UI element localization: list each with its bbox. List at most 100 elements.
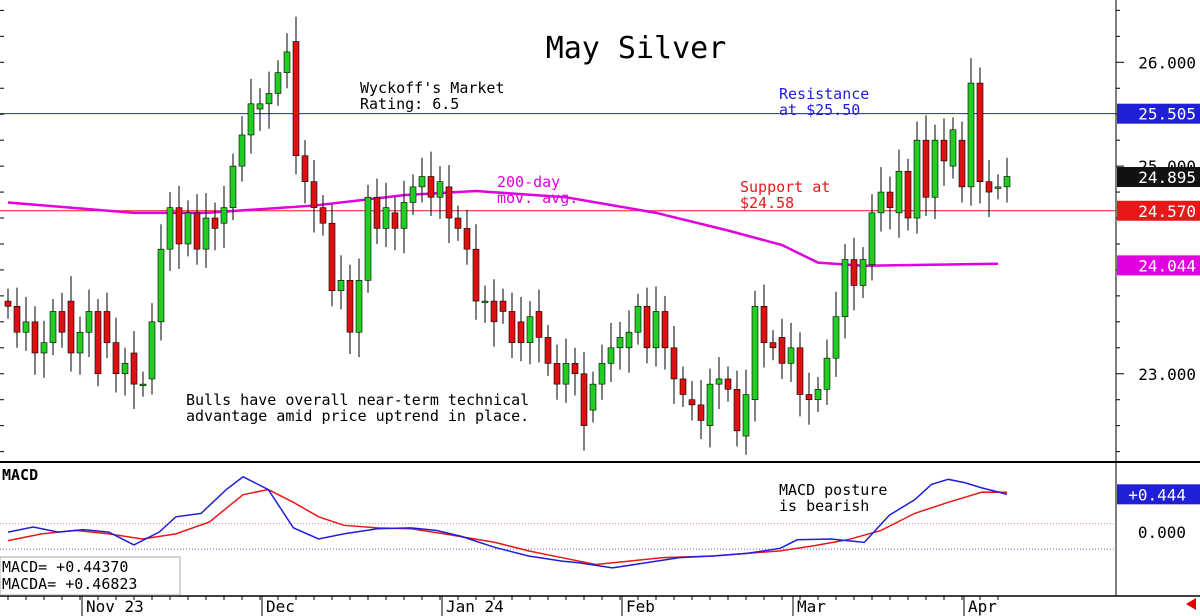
macd-title: MACD — [2, 466, 38, 484]
candle-down — [940, 139, 948, 162]
candle-up — [652, 311, 660, 349]
bulls-line1: Bulls have overall near-term technical — [186, 391, 529, 409]
candle-up — [913, 139, 921, 219]
candle-down — [679, 378, 687, 395]
candle-up — [274, 72, 282, 94]
candle-up — [355, 280, 363, 333]
candle-up — [229, 165, 237, 208]
candle-down — [517, 321, 525, 343]
candle-up — [85, 311, 93, 333]
candle-up — [715, 378, 723, 385]
candle-up — [436, 181, 444, 198]
candle-up — [139, 383, 147, 386]
support-tag-label: 24.570 — [1138, 202, 1196, 221]
candle-down — [544, 337, 552, 364]
wyckoff-line2: Rating: 6.5 — [360, 95, 459, 113]
candle-down — [670, 347, 678, 380]
candle-up — [634, 305, 642, 333]
candle-up — [859, 259, 867, 286]
candle-down — [130, 352, 138, 385]
candle-up — [283, 51, 291, 73]
candle-down — [733, 389, 741, 432]
candle-down — [508, 311, 516, 343]
candle-down — [805, 394, 813, 401]
resistance-line2: at $25.50 — [779, 101, 860, 119]
candle-up — [589, 383, 597, 411]
candle-down — [976, 82, 984, 182]
candle-up — [598, 363, 606, 385]
candle-down — [850, 259, 858, 286]
candle-up — [40, 342, 48, 354]
candle-down — [112, 342, 120, 375]
candle-down — [328, 222, 336, 291]
candle-down — [301, 155, 309, 182]
bulls-line2: advantage amid price uptrend in place. — [186, 407, 529, 425]
candle-down — [58, 311, 66, 333]
macda-readout: MACDA= +0.46823 — [2, 575, 137, 593]
candle-up — [841, 259, 849, 317]
candle-up — [481, 300, 489, 303]
candle-up — [418, 176, 426, 188]
candle-down — [463, 228, 471, 250]
y-tick-label: 23.000 — [1138, 365, 1196, 384]
candle-up — [823, 357, 831, 390]
resistance-tag-label: 25.505 — [1138, 105, 1196, 124]
candle-down — [319, 207, 327, 224]
candle-down — [661, 311, 669, 349]
candle-down — [643, 305, 651, 349]
candle-down — [535, 311, 543, 338]
candle-down — [4, 300, 12, 307]
candle-up — [877, 191, 885, 214]
candle-down — [724, 378, 732, 390]
candle-down — [31, 321, 39, 354]
arrow-left-icon[interactable] — [1186, 598, 1196, 610]
candle-up — [931, 139, 939, 198]
candle-down — [688, 399, 696, 406]
candle-down — [391, 212, 399, 229]
x-tick-label: Apr — [968, 597, 997, 616]
candle-down — [571, 363, 579, 375]
candle-up — [967, 82, 975, 188]
candle-up — [166, 207, 174, 250]
candle-up — [220, 207, 228, 224]
candle-up — [22, 321, 30, 333]
last-price-tag-label: 24.895 — [1138, 168, 1196, 187]
candle-up — [382, 207, 390, 229]
price-pane — [0, 0, 1200, 597]
candle-up — [949, 129, 957, 167]
candle-up — [994, 186, 1002, 189]
price-levels — [0, 113, 1116, 212]
candle-down — [958, 139, 966, 188]
candle-down — [13, 305, 21, 333]
x-tick-label: Mar — [797, 597, 826, 616]
candle-up — [787, 347, 795, 364]
candle-down — [94, 311, 102, 375]
x-tick-label: Nov 23 — [86, 597, 144, 616]
candle-up — [868, 212, 876, 266]
candle-down — [211, 217, 219, 229]
candle-down — [427, 176, 435, 198]
candle-down — [769, 342, 777, 349]
candle-up — [526, 316, 534, 343]
candle-down — [580, 373, 588, 426]
candle-up — [49, 311, 57, 343]
candle-up — [607, 347, 615, 364]
candle-up — [148, 321, 156, 380]
candle-down — [985, 181, 993, 193]
macd-readout: MACD= +0.44370 — [2, 558, 128, 576]
candle-down — [103, 311, 111, 343]
price-axis: 26.00025.00023.00025.50524.89524.57024.0… — [0, 9, 1200, 453]
candle-up — [265, 93, 273, 105]
candle-down — [445, 186, 453, 219]
resistance-tag-bg — [1117, 103, 1200, 124]
macd-posture-line1: MACD posture — [779, 481, 887, 499]
candle-up — [814, 389, 822, 401]
macd-posture-line2: is bearish — [779, 497, 869, 515]
candle-up — [76, 331, 84, 354]
annotations: May Silver Wyckoff's Market Rating: 6.5 … — [0, 31, 887, 596]
resistance-line1: Resistance — [779, 85, 869, 103]
candle-up — [832, 316, 840, 359]
candle-up — [247, 103, 255, 136]
y-tick-label: 26.000 — [1138, 53, 1196, 72]
candle-up — [616, 337, 624, 349]
